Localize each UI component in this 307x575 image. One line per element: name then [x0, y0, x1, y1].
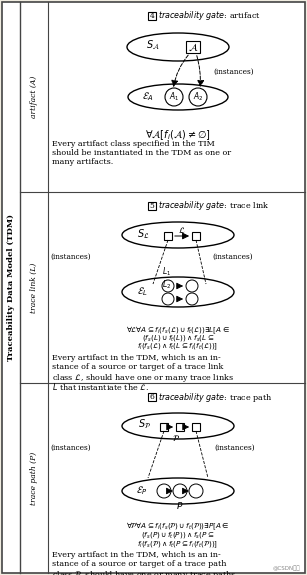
Bar	[160, 423, 168, 431]
Text: @CSDN博客: @CSDN博客	[272, 565, 300, 571]
Text: 6: 6	[150, 393, 154, 401]
Bar	[192, 423, 200, 431]
Ellipse shape	[122, 478, 234, 504]
Circle shape	[162, 280, 174, 292]
Text: trace path (P): trace path (P)	[30, 451, 38, 505]
Text: trace link (L): trace link (L)	[30, 262, 38, 313]
Bar	[186, 41, 200, 53]
Text: (instances): (instances)	[213, 68, 254, 76]
Text: Traceability Data Model (TDM): Traceability Data Model (TDM)	[7, 214, 15, 361]
Circle shape	[162, 293, 174, 305]
Text: $\mathcal{L}$: $\mathcal{L}$	[178, 225, 186, 235]
Text: stance of a source or target of a trace path: stance of a source or target of a trace …	[52, 560, 227, 568]
Text: $A_1$: $A_1$	[169, 91, 179, 103]
Ellipse shape	[122, 222, 234, 248]
Text: $L$ that instantiate the $\mathcal{L}$.: $L$ that instantiate the $\mathcal{L}$.	[52, 381, 149, 392]
Text: $\forall\mathcal{A}[f_i(\mathcal{A}) \neq \varnothing]$: $\forall\mathcal{A}[f_i(\mathcal{A}) \ne…	[145, 128, 211, 142]
Text: $\it{traceability\ gate}$: artifact: $\it{traceability\ gate}$: artifact	[158, 10, 261, 22]
Bar	[164, 232, 172, 240]
Text: class $\mathcal{P}$, should have one or many trace paths: class $\mathcal{P}$, should have one or …	[52, 569, 237, 575]
Text: $f_i(f_s(\mathcal{P})\wedge f_t(P\subseteq f_i(f_t(\mathcal{P}))]$: $f_i(f_s(\mathcal{P})\wedge f_t(P\subset…	[138, 539, 219, 550]
Bar	[192, 232, 200, 240]
Ellipse shape	[122, 277, 234, 307]
Ellipse shape	[122, 413, 234, 439]
Circle shape	[173, 484, 187, 498]
Circle shape	[157, 484, 171, 498]
Text: $S_\mathcal{A}$: $S_\mathcal{A}$	[146, 39, 160, 52]
Text: 5: 5	[150, 202, 154, 210]
Ellipse shape	[127, 33, 229, 61]
Text: $L_2$: $L_2$	[162, 278, 172, 291]
Text: $S_\mathcal{L}$: $S_\mathcal{L}$	[137, 227, 149, 241]
Circle shape	[165, 88, 183, 106]
Ellipse shape	[128, 84, 228, 110]
Text: many artifacts.: many artifacts.	[52, 158, 113, 166]
Text: (instances): (instances)	[212, 253, 253, 261]
Text: (instances): (instances)	[50, 253, 91, 261]
Text: 4: 4	[150, 12, 154, 20]
Circle shape	[189, 484, 203, 498]
Text: $\mathcal{E}_P$: $\mathcal{E}_P$	[136, 485, 148, 497]
Bar	[148, 393, 156, 401]
Text: $\mathcal{E}_A$: $\mathcal{E}_A$	[142, 91, 154, 103]
Text: $\forall\mathcal{P}\forall A\subseteq f_i(f_s(\mathcal{P})\cup f_t(\mathcal{P})): $\forall\mathcal{P}\forall A\subseteq f_…	[126, 521, 230, 532]
Text: $\it{traceability\ gate}$: trace link: $\it{traceability\ gate}$: trace link	[158, 200, 270, 213]
Text: $(f_s(L)\cup f_t(L))\wedge f_s(L\subseteq$: $(f_s(L)\cup f_t(L))\wedge f_s(L\subsete…	[142, 333, 214, 343]
Text: should be instantiated in the TDM as one or: should be instantiated in the TDM as one…	[52, 149, 231, 157]
Text: Every artifact in the TDM, which is an in-: Every artifact in the TDM, which is an i…	[52, 551, 221, 559]
Text: Every artifact in the TDM, which is an in-: Every artifact in the TDM, which is an i…	[52, 354, 221, 362]
Text: $\mathcal{A}$: $\mathcal{A}$	[188, 41, 198, 53]
Text: $f_i(f_s(\mathcal{L})\wedge f_t(L\subseteq f_i(f_t(\mathcal{L}))]$: $f_i(f_s(\mathcal{L})\wedge f_t(L\subset…	[138, 342, 219, 352]
Circle shape	[189, 88, 207, 106]
Text: $\mathcal{E}_L$: $\mathcal{E}_L$	[137, 286, 147, 298]
Bar	[148, 202, 156, 210]
Circle shape	[186, 280, 198, 292]
Text: $\forall\mathcal{L}\forall A\subseteq f_i(f_s(\mathcal{L})\cup f_t(\mathcal{L})): $\forall\mathcal{L}\forall A\subseteq f_…	[126, 324, 230, 335]
Text: artifact (A): artifact (A)	[30, 76, 38, 118]
Text: Every artifact class specified in the TIM: Every artifact class specified in the TI…	[52, 140, 215, 148]
Text: $S_\mathcal{P}$: $S_\mathcal{P}$	[138, 417, 152, 431]
Text: $P$: $P$	[176, 500, 184, 511]
Text: (instances): (instances)	[50, 444, 91, 452]
Text: $\it{traceability\ gate}$: trace path: $\it{traceability\ gate}$: trace path	[158, 390, 273, 404]
Bar	[176, 423, 184, 431]
Text: (instances): (instances)	[214, 444, 255, 452]
Text: $\mathcal{P}$: $\mathcal{P}$	[172, 433, 180, 443]
Bar	[148, 12, 156, 20]
Text: $A_2$: $A_2$	[193, 91, 203, 103]
Circle shape	[186, 293, 198, 305]
Text: stance of a source or target of a trace link: stance of a source or target of a trace …	[52, 363, 223, 371]
Text: $L_1$: $L_1$	[162, 266, 172, 278]
Text: class $\mathcal{L}$, should have one or many trace links: class $\mathcal{L}$, should have one or …	[52, 372, 234, 384]
Text: $(f_s(P)\cup f_t(P))\wedge f_s(P\subseteq$: $(f_s(P)\cup f_t(P))\wedge f_s(P\subsete…	[141, 530, 215, 540]
